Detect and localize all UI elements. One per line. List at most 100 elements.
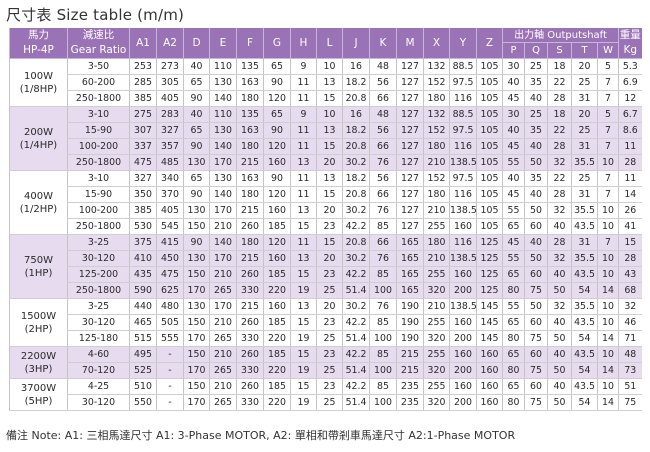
- table-cell: 210: [209, 314, 237, 331]
- table-cell: 215: [236, 154, 264, 171]
- table-cell: 15: [316, 138, 343, 155]
- weight-header-en: Kg: [623, 44, 638, 56]
- col-header-d: D: [183, 28, 210, 59]
- table-cell: 55: [502, 154, 525, 171]
- table-cell: 28: [547, 138, 572, 155]
- table-cell: 31: [571, 186, 598, 203]
- motor-power-cell: 200W (1/4HP): [9, 106, 68, 171]
- col-header-p: P: [502, 42, 525, 59]
- table-cell: 50: [547, 394, 572, 411]
- table-cell: 7: [596, 90, 619, 107]
- table-cell: 160: [263, 154, 291, 171]
- table-cell: 20: [316, 298, 343, 315]
- motor-group: 2200W (3HP) 4-60 495-150 210 260 185 15 23 42.2 85…: [9, 346, 642, 379]
- table-cell: 550: [129, 394, 157, 411]
- table-cell: 190: [396, 330, 424, 347]
- table-cell: 215: [236, 202, 264, 219]
- table-cell: 15: [290, 218, 317, 235]
- table-cell: 475: [156, 266, 184, 283]
- table-cell: 18: [547, 106, 572, 123]
- table-row: 30-120 465 505 150 210 260 185 15 23 42.2 85 190 255…: [10, 314, 642, 331]
- table-cell: 210: [423, 154, 450, 171]
- table-cell: 85: [369, 346, 397, 363]
- table-cell: 265: [209, 394, 237, 411]
- table-cell: 105: [476, 106, 503, 123]
- table-cell: 163: [236, 122, 264, 139]
- table-cell: 35.5: [571, 202, 598, 219]
- table-cell: 14: [596, 362, 619, 379]
- table-cell: 18.2: [342, 74, 370, 91]
- table-cell: 23: [316, 314, 343, 331]
- table-cell: 465: [129, 314, 157, 331]
- table-cell: 185: [263, 378, 291, 395]
- table-row: 750W (1HP) 3-25 375 415 90 140 180 120 11 15 20.8 66…: [9, 234, 642, 299]
- table-cell: 505: [156, 314, 184, 331]
- col-header-f: F: [236, 28, 264, 59]
- table-cell: 7: [596, 234, 619, 251]
- table-cell: 20.8: [342, 90, 370, 107]
- table-cell: 320: [423, 282, 450, 299]
- table-cell: 25: [571, 74, 598, 91]
- gear-ratio-cell: 15-90: [67, 122, 130, 139]
- table-cell: 475: [129, 154, 157, 171]
- table-cell: 30: [502, 106, 525, 123]
- table-cell: 200: [449, 330, 477, 347]
- table-cell: 110: [209, 106, 237, 123]
- table-cell: 55: [502, 202, 525, 219]
- table-cell: 127: [396, 186, 424, 203]
- table-cell: 71: [618, 330, 642, 347]
- table-cell: 135: [236, 106, 264, 123]
- table-cell: 51: [618, 378, 642, 395]
- ratio-header-cn: 減速比: [82, 29, 115, 41]
- table-cell: 320: [423, 362, 450, 379]
- gear-ratio-cell: 100-200: [67, 202, 130, 219]
- table-cell: 330: [236, 330, 264, 347]
- table-cell: 150: [183, 266, 210, 283]
- table-cell: 170: [183, 362, 210, 379]
- table-cell: 405: [156, 90, 184, 107]
- table-cell: 13: [290, 298, 317, 315]
- table-row: 2200W (3HP) 4-60 495-150 210 260 185 15 23 42.2 85…: [9, 346, 642, 379]
- table-cell: 105: [476, 202, 503, 219]
- table-cell: 51.4: [342, 282, 370, 299]
- table-cell: 18.2: [342, 122, 370, 139]
- table-cell: 73: [618, 362, 642, 379]
- table-cell: 90: [263, 122, 291, 139]
- table-cell: 265: [209, 330, 237, 347]
- table-cell: 30.2: [342, 250, 370, 267]
- table-cell: 12: [618, 90, 642, 107]
- table-cell: 210: [209, 378, 237, 395]
- table-cell: 220: [263, 282, 291, 299]
- table-cell: 68: [618, 282, 642, 299]
- table-cell: 11: [290, 234, 317, 251]
- table-cell: 105: [476, 74, 503, 91]
- table-cell: 25: [571, 170, 598, 187]
- table-cell: 11: [618, 170, 642, 187]
- table-cell: 40: [183, 106, 210, 123]
- col-header-s: S: [547, 42, 572, 59]
- table-cell: 180: [236, 234, 264, 251]
- table-cell: 138.5: [449, 250, 477, 267]
- motor-power-cell: 2200W (3HP): [9, 346, 68, 379]
- table-cell: 327: [156, 122, 184, 139]
- table-cell: 480: [156, 298, 184, 315]
- table-cell: 440: [129, 298, 157, 315]
- table-cell: 13: [290, 202, 317, 219]
- table-cell: 450: [156, 250, 184, 267]
- table-cell: 20.8: [342, 186, 370, 203]
- table-cell: 28: [547, 186, 572, 203]
- table-cell: 40: [524, 138, 548, 155]
- table-cell: 40: [547, 218, 572, 235]
- table-cell: 127: [396, 90, 424, 107]
- motor-hp: (1/2HP): [19, 203, 58, 215]
- table-cell: 590: [129, 282, 157, 299]
- table-cell: 10: [596, 266, 619, 283]
- table-cell: 170: [183, 394, 210, 411]
- table-cell: 54: [571, 394, 598, 411]
- table-cell: 10: [596, 218, 619, 235]
- table-cell: 13: [316, 170, 343, 187]
- motor-watts: 2200W: [20, 350, 57, 362]
- table-cell: 255: [423, 346, 450, 363]
- table-cell: 43.5: [571, 378, 598, 395]
- motor-power-cell: 100W (1/8HP): [9, 58, 68, 107]
